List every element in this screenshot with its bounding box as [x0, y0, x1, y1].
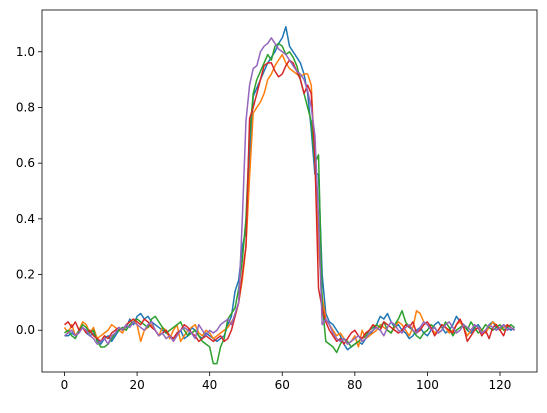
y-tick-label: 0.8 — [16, 100, 35, 114]
x-tick-label: 60 — [275, 378, 290, 392]
y-tick-label: 0.0 — [16, 323, 35, 337]
y-tick-label: 0.6 — [16, 156, 35, 170]
series-line — [64, 25, 515, 351]
x-tick-label: 80 — [347, 378, 362, 392]
plot-frame — [41, 9, 538, 373]
x-tick-label: 20 — [129, 378, 144, 392]
series-line — [64, 37, 515, 345]
x-tick-label: 120 — [489, 378, 512, 392]
x-tick-label: 100 — [416, 378, 439, 392]
x-tick-label: 0 — [61, 378, 69, 392]
y-tick-label: 1.0 — [16, 45, 35, 59]
y-tick-label: 0.4 — [16, 212, 35, 226]
x-tick-label: 40 — [202, 378, 217, 392]
y-tick-label: 0.2 — [16, 268, 35, 282]
